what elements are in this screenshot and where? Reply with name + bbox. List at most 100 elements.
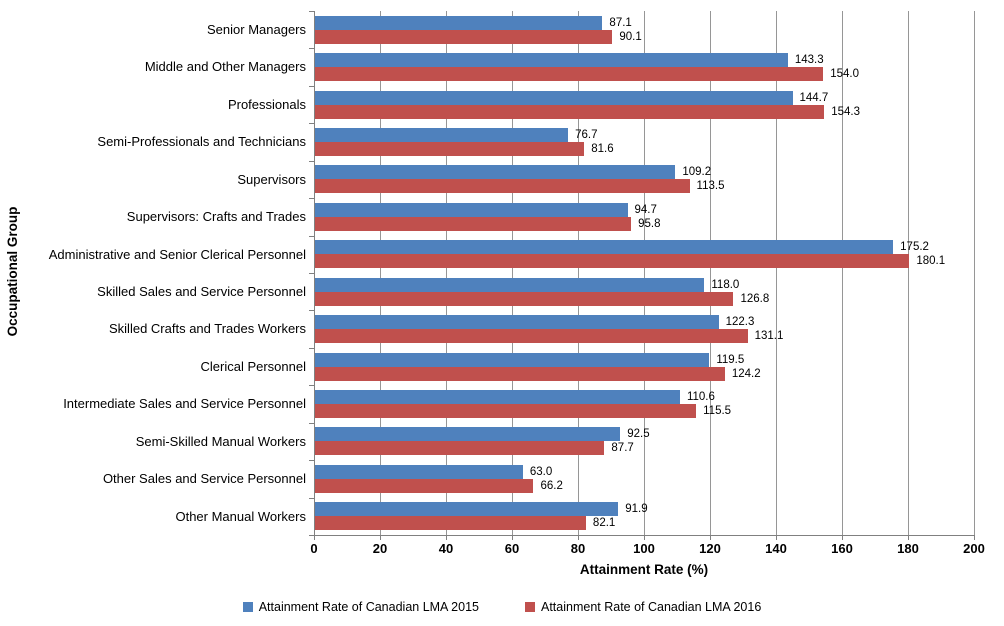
bar-value-label: 66.2 [540, 479, 563, 492]
bar-2016 [315, 403, 697, 418]
bar-2015 [315, 127, 569, 142]
x-axis-tick [314, 536, 315, 540]
legend-label-2016: Attainment Rate of Canadian LMA 2016 [541, 600, 762, 614]
legend-item-2015: Attainment Rate of Canadian LMA 2015 [242, 600, 479, 614]
bar-2015 [315, 202, 628, 217]
gridline [974, 11, 975, 535]
bar-value-label: 143.3 [794, 54, 824, 67]
x-axis-tick [842, 536, 843, 540]
x-tick-label: 40 [438, 541, 454, 556]
bar-2016 [315, 67, 824, 82]
bar-value-label: 63.0 [529, 465, 553, 478]
bar-value-label: 144.7 [799, 91, 829, 104]
x-tick-label: 120 [699, 541, 721, 556]
gridline [446, 11, 447, 535]
x-axis-tick [380, 536, 381, 540]
x-tick-label: 80 [570, 541, 586, 556]
x-tick-label: 60 [504, 541, 520, 556]
y-axis-tick [309, 273, 314, 274]
bar-2015 [315, 464, 523, 479]
bar-2016 [315, 329, 748, 344]
x-tick-label: 160 [831, 541, 853, 556]
bar-value-label: 124.2 [731, 367, 761, 380]
plot-area: 87.1 90.1 143.3 154.0 144.7 154.3 76.7 81.6 109.… [314, 11, 975, 536]
bar-2015 [315, 90, 793, 105]
bar-2016 [315, 291, 734, 306]
bar-2015 [315, 165, 676, 180]
category-label: Administrative and Senior Clerical Perso… [48, 246, 306, 262]
bar-value-label: 115.5 [703, 404, 732, 417]
gridline [842, 11, 843, 535]
x-axis-tick [908, 536, 909, 540]
gridline [644, 11, 645, 535]
gridline [776, 11, 777, 535]
bar-2015 [315, 389, 680, 404]
legend-label-2015: Attainment Rate of Canadian LMA 2015 [258, 600, 479, 614]
gridline [578, 11, 579, 535]
bar-2016 [315, 478, 534, 493]
bar-value-label: 82.1 [592, 517, 616, 530]
category-label: Professionals [227, 96, 306, 112]
category-label: Skilled Sales and Service Personnel [97, 284, 306, 299]
x-tick-label: 100 [633, 541, 655, 556]
bar-2015 [315, 502, 619, 517]
gridline [512, 11, 513, 535]
bar-2015 [315, 427, 621, 442]
bar-value-label: 122.3 [725, 316, 755, 329]
bar-2015 [315, 15, 603, 30]
y-axis-tick [309, 86, 314, 87]
category-label: Other Manual Workers [175, 508, 306, 524]
y-axis-tick [309, 385, 314, 386]
legend-item-2016: Attainment Rate of Canadian LMA 2016 [525, 600, 761, 614]
category-label: Other Sales and Service Personnel [102, 471, 306, 487]
bar-value-label: 154.0 [830, 68, 859, 81]
bar-value-label: 113.5 [696, 180, 725, 193]
bar-2016 [315, 366, 725, 381]
bar-value-label: 110.6 [686, 390, 715, 403]
bar-value-label: 154.3 [831, 105, 860, 118]
category-label: Senior Managers [207, 22, 306, 37]
bar-value-label: 81.6 [591, 142, 614, 155]
x-axis-tick [776, 536, 777, 540]
bar-2016 [315, 254, 910, 269]
bar-2015 [315, 315, 719, 330]
bar-value-label: 126.8 [740, 292, 770, 305]
bar-2016 [315, 104, 825, 119]
bar-value-label: 94.7 [634, 203, 657, 216]
category-label: Supervisors: Crafts and Trades [126, 209, 306, 225]
bar-value-label: 92.5 [627, 428, 650, 441]
bar-2016 [315, 441, 605, 456]
category-label: Clerical Personnel [200, 358, 307, 374]
y-axis-title: Occupational Group [5, 206, 20, 337]
y-axis-tick [309, 460, 314, 461]
bar-value-label: 87.1 [609, 16, 632, 29]
bar-value-label: 91.9 [625, 503, 648, 516]
x-axis-tick [512, 536, 513, 540]
bar-value-label: 175.2 [900, 241, 929, 254]
y-axis-tick [309, 48, 314, 49]
bar-2016 [315, 179, 690, 194]
bar-2015 [315, 53, 788, 68]
category-label: Supervisors [237, 171, 306, 187]
bar-2015 [315, 277, 705, 292]
bar-value-label: 180.1 [916, 255, 946, 268]
x-axis-tick [974, 536, 975, 540]
bar-value-label: 109.2 [682, 166, 712, 179]
bar-2016 [315, 29, 613, 44]
bar-2016 [315, 216, 632, 231]
category-label: Semi-Professionals and Technicians [97, 134, 306, 150]
bar-value-label: 76.7 [575, 128, 598, 141]
x-tick-label: 180 [897, 541, 919, 556]
bar-value-label: 131.1 [754, 330, 784, 343]
gridline [380, 11, 381, 535]
y-axis-tick [309, 535, 314, 536]
bar-2015 [315, 352, 710, 367]
bar-value-label: 118.0 [711, 278, 740, 291]
y-axis-tick [309, 423, 314, 424]
legend-swatch-2016-icon [525, 602, 535, 612]
category-label: Skilled Crafts and Trades Workers [109, 321, 306, 337]
x-axis-tick [644, 536, 645, 540]
x-tick-label: 140 [765, 541, 787, 556]
y-axis-tick [309, 236, 314, 237]
